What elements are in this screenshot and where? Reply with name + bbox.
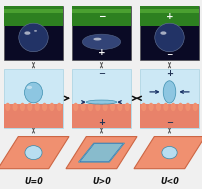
Text: −: − [97, 12, 105, 21]
Ellipse shape [27, 103, 32, 111]
Ellipse shape [25, 146, 42, 160]
Ellipse shape [192, 103, 197, 111]
Polygon shape [0, 136, 69, 169]
Text: −: − [165, 50, 172, 60]
Ellipse shape [49, 103, 54, 111]
Ellipse shape [124, 103, 129, 111]
Text: U>0: U>0 [92, 177, 110, 186]
Ellipse shape [87, 103, 93, 111]
Ellipse shape [20, 103, 25, 111]
Bar [72, 9, 130, 13]
Polygon shape [80, 144, 122, 162]
Ellipse shape [5, 103, 10, 111]
Ellipse shape [80, 103, 85, 111]
Text: −: − [165, 118, 172, 127]
Bar [72, 6, 130, 26]
Bar [72, 104, 130, 128]
Ellipse shape [82, 34, 120, 50]
Ellipse shape [24, 82, 42, 103]
Bar [139, 9, 198, 13]
Ellipse shape [102, 103, 107, 111]
Ellipse shape [19, 23, 48, 52]
Bar [4, 6, 63, 60]
Polygon shape [66, 136, 136, 169]
Ellipse shape [154, 23, 183, 52]
Ellipse shape [56, 103, 62, 111]
Text: U<0: U<0 [159, 177, 178, 186]
Ellipse shape [93, 38, 101, 40]
Text: +: + [165, 69, 172, 78]
Bar [139, 69, 198, 128]
Ellipse shape [86, 100, 116, 104]
Bar [72, 69, 130, 128]
Ellipse shape [162, 103, 168, 111]
Bar [139, 6, 198, 26]
Ellipse shape [109, 103, 115, 111]
Bar [139, 6, 198, 60]
Bar [72, 6, 130, 60]
Ellipse shape [184, 103, 189, 111]
Text: +: + [98, 118, 104, 127]
Polygon shape [133, 136, 202, 169]
Ellipse shape [26, 86, 32, 89]
Ellipse shape [34, 30, 37, 32]
Ellipse shape [162, 81, 175, 103]
Ellipse shape [177, 103, 182, 111]
Ellipse shape [161, 146, 176, 159]
Ellipse shape [24, 31, 30, 35]
Text: +: + [165, 12, 173, 21]
Ellipse shape [170, 103, 175, 111]
Text: −: − [98, 69, 104, 78]
Bar [4, 104, 63, 128]
Bar [139, 104, 198, 128]
Ellipse shape [160, 31, 166, 35]
Ellipse shape [140, 103, 146, 111]
Ellipse shape [148, 103, 153, 111]
Bar [4, 9, 63, 13]
Bar [4, 69, 63, 128]
Ellipse shape [117, 103, 122, 111]
Polygon shape [78, 143, 124, 162]
Text: U=0: U=0 [24, 177, 43, 186]
Ellipse shape [155, 103, 160, 111]
Bar [4, 6, 63, 26]
Ellipse shape [73, 103, 78, 111]
Ellipse shape [13, 103, 18, 111]
Ellipse shape [95, 103, 100, 111]
Ellipse shape [34, 103, 40, 111]
Text: +: + [97, 48, 105, 57]
Ellipse shape [42, 103, 47, 111]
